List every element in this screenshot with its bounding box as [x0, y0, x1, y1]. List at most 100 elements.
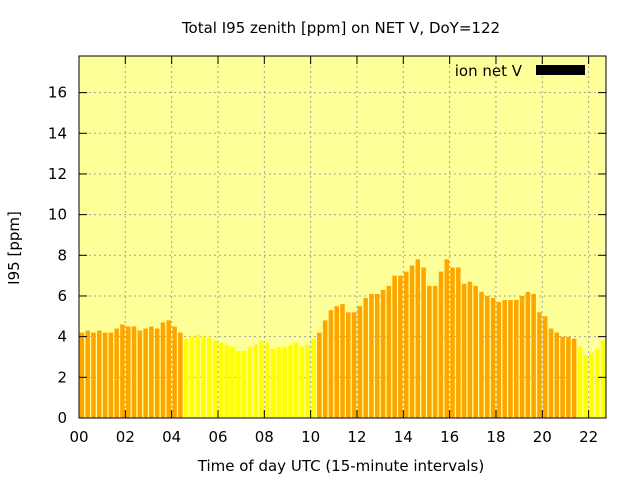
bar — [456, 267, 461, 418]
y-tick-label: 16 — [48, 84, 67, 102]
bar — [513, 300, 519, 418]
chart-title: Total I95 zenith [ppm] on NET V, DoY=122 — [181, 19, 500, 37]
bar — [531, 293, 536, 418]
bar — [485, 295, 490, 418]
y-tick-label: 12 — [48, 165, 67, 183]
bar — [293, 342, 299, 418]
bar — [322, 320, 328, 418]
bar — [496, 302, 502, 418]
bar — [212, 340, 218, 418]
bar — [566, 336, 571, 418]
bar — [276, 346, 282, 418]
bar — [154, 328, 160, 418]
bar — [392, 275, 397, 418]
bar — [207, 336, 212, 418]
bar — [236, 350, 241, 418]
x-tick-label: 06 — [208, 428, 227, 446]
bar — [183, 338, 189, 418]
bar — [571, 338, 577, 418]
bar — [380, 289, 386, 418]
bar — [542, 316, 548, 418]
bar — [143, 328, 148, 418]
x-tick-label: 10 — [301, 428, 320, 446]
bar — [583, 354, 588, 418]
bar — [166, 320, 172, 418]
bar — [525, 291, 531, 418]
x-tick-label: 16 — [440, 428, 459, 446]
bar — [334, 306, 339, 418]
bar — [502, 300, 507, 418]
y-tick-label: 0 — [57, 409, 67, 427]
bar — [108, 332, 114, 418]
bar — [91, 332, 96, 418]
x-tick-label: 14 — [394, 428, 413, 446]
bar — [403, 271, 409, 418]
bar — [195, 334, 200, 418]
bar — [479, 291, 484, 418]
bar — [201, 336, 206, 418]
bar — [102, 332, 108, 418]
x-tick-label: 12 — [347, 428, 366, 446]
plot-frame — [78, 55, 607, 419]
x-tick-label: 00 — [69, 428, 88, 446]
x-tick-label: 08 — [255, 428, 274, 446]
legend-label: ion net V — [455, 62, 523, 80]
bar — [85, 330, 90, 418]
bar — [97, 330, 102, 418]
bar — [340, 304, 345, 418]
bar — [79, 332, 85, 418]
bar — [554, 332, 560, 418]
bar — [415, 259, 421, 418]
bar — [600, 340, 606, 418]
bar — [589, 352, 594, 418]
bar — [160, 322, 166, 418]
bar — [264, 342, 270, 418]
x-tick-label: 20 — [533, 428, 552, 446]
bar — [299, 346, 305, 418]
bar — [224, 344, 229, 418]
x-tick-label: 04 — [162, 428, 181, 446]
bar — [241, 350, 247, 418]
y-tick-label: 4 — [57, 328, 67, 346]
x-tick-label: 02 — [116, 428, 135, 446]
bar — [577, 346, 583, 418]
x-axis-label: Time of day UTC (15-minute intervals) — [197, 457, 484, 475]
bar — [490, 298, 496, 418]
bar — [120, 324, 125, 418]
bar — [519, 295, 525, 418]
bar — [409, 265, 415, 418]
y-tick-label: 6 — [57, 287, 67, 305]
y-tick-label: 8 — [57, 246, 67, 264]
bar — [328, 310, 334, 418]
x-tick-label: 18 — [486, 428, 505, 446]
legend: ion net V — [455, 62, 585, 80]
bar — [444, 259, 449, 418]
bar — [311, 338, 316, 418]
y-tick-label: 10 — [48, 206, 67, 224]
bar — [467, 281, 473, 418]
bar — [357, 306, 363, 418]
bar — [537, 312, 542, 418]
bar — [432, 285, 438, 418]
bar — [114, 328, 119, 418]
bar — [369, 293, 374, 418]
bar — [461, 283, 467, 418]
bar — [473, 285, 478, 418]
y-axis-label: I95 [ppm] — [5, 211, 23, 285]
bar — [548, 328, 554, 418]
x-tick-label: 22 — [579, 428, 598, 446]
bar — [125, 326, 131, 418]
bar — [218, 342, 224, 418]
bar — [421, 267, 426, 418]
bar — [259, 340, 264, 418]
legend-swatch — [536, 65, 585, 75]
bar — [282, 346, 287, 418]
bar — [253, 344, 258, 418]
bar — [351, 312, 357, 418]
bar — [288, 344, 293, 418]
bar — [363, 298, 368, 418]
bar — [305, 344, 311, 418]
bar — [560, 336, 565, 418]
bar — [317, 332, 322, 418]
